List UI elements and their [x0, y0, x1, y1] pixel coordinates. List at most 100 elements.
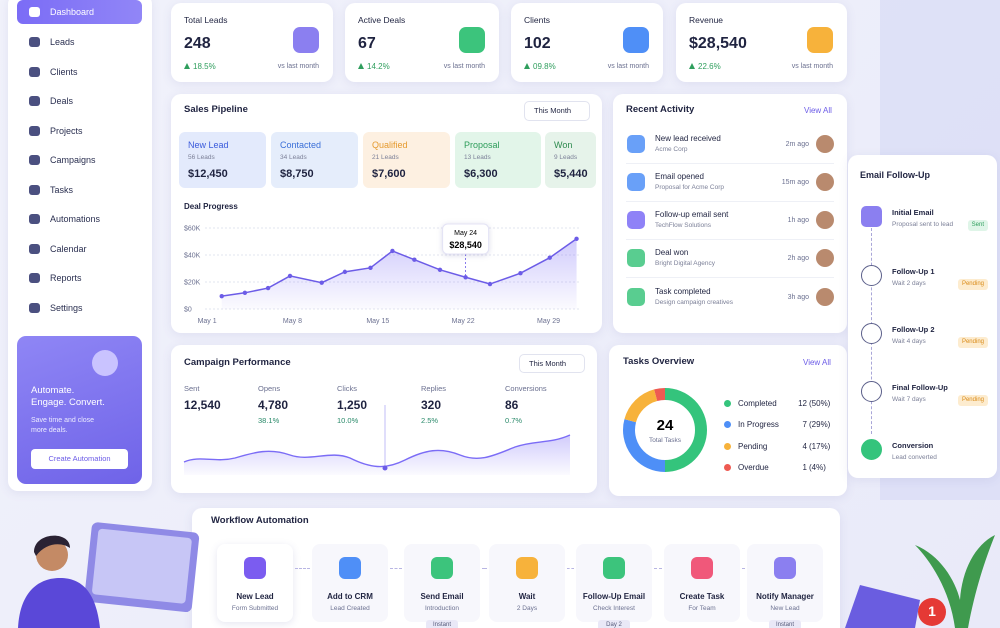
workflow-icon — [691, 557, 713, 579]
nav-item[interactable]: Campaigns — [50, 155, 96, 165]
legend-percent: (29%) — [809, 420, 831, 430]
nav-icon — [29, 7, 40, 17]
nav-item[interactable]: Clients — [50, 67, 78, 77]
nav-icon — [29, 214, 40, 224]
kpi-value: 67 — [358, 35, 376, 52]
activity-icon — [627, 288, 645, 306]
pipeline-stage: Won 9 Leads $5,440 — [545, 132, 596, 188]
nav-icon — [29, 303, 40, 313]
activity-card — [613, 94, 847, 333]
filter-button[interactable]: This Month — [519, 354, 585, 373]
workflow-connector — [295, 568, 310, 569]
metric-rate: 38.1% — [258, 416, 280, 425]
illustration-monitor — [84, 522, 200, 613]
legend-percent: (4%) — [809, 462, 826, 472]
kpi-change: 14.2% — [367, 62, 390, 71]
illustration-hair — [34, 535, 70, 556]
kpi-icon — [459, 27, 485, 53]
nav-item[interactable]: Tasks — [50, 185, 74, 195]
card-title: Email Follow-Up — [860, 170, 931, 180]
step-title: Initial Email — [892, 208, 934, 217]
nav-item[interactable]: Leads — [50, 37, 75, 47]
stage-name: Won — [554, 140, 573, 150]
legend-count: 1 — [802, 462, 807, 472]
nav-icon — [29, 155, 40, 165]
stage-count: 9 Leads — [554, 154, 578, 161]
workflow-title: Follow-Up Email — [582, 592, 646, 601]
kpi-change: 18.5% — [193, 62, 216, 71]
workflow-badge: Instant — [769, 620, 801, 628]
workflow-connector — [482, 568, 487, 569]
kpi-label: Total Leads — [184, 15, 228, 25]
kpi-arrow — [689, 63, 695, 69]
stage-name: New Lead — [188, 140, 229, 150]
metric-label: Sent — [184, 384, 200, 393]
nav-item[interactable]: Reports — [50, 273, 82, 283]
kpi-arrow — [184, 63, 190, 69]
nav-item[interactable]: Calendar — [50, 244, 87, 254]
nav-item[interactable]: Deals — [50, 96, 74, 106]
stage-count: 21 Leads — [372, 154, 399, 161]
avatar — [816, 135, 834, 153]
activity-sub: Proposal for Acme Corp — [655, 184, 725, 191]
card-title: Recent Activity — [626, 104, 695, 115]
metric-value: 1,250 — [337, 398, 368, 412]
step-title: Conversion — [892, 441, 934, 450]
step-icon — [861, 265, 882, 286]
filter-button[interactable]: This Month — [524, 101, 590, 121]
nav-icon — [29, 126, 40, 136]
kpi-note: vs last month — [791, 63, 833, 70]
card-title: Campaign Performance — [184, 357, 291, 368]
divider — [626, 163, 834, 164]
kpi-change: 09.8% — [533, 62, 556, 71]
workflow-sub: Form Submitted — [231, 605, 279, 612]
step-icon — [861, 439, 882, 460]
view-all-link[interactable]: View All — [804, 106, 832, 115]
chart-title: Deal Progress — [184, 202, 238, 211]
pipeline-stage: Proposal 13 Leads $6,300 — [455, 132, 541, 188]
activity-icon — [627, 173, 645, 191]
activity-sub: Bright Digital Agency — [655, 260, 715, 267]
nav-item[interactable]: Dashboard — [50, 7, 95, 17]
metric-label: Conversions — [505, 384, 547, 393]
stage-amount: $12,450 — [188, 168, 228, 180]
activity-time: 2m ago — [785, 141, 809, 148]
promo-button[interactable]: Create Automation — [31, 449, 128, 469]
workflow-sub: New Lead — [770, 605, 800, 612]
nav-item[interactable]: Projects — [50, 126, 83, 136]
stage-count: 56 Leads — [188, 154, 215, 161]
kpi-card: Total Leads 248 18.5% vs last month — [171, 3, 333, 82]
workflow-icon — [603, 557, 625, 579]
legend-name: Completed — [738, 399, 777, 408]
card-title: Workflow Automation — [211, 515, 309, 526]
metric-value: 4,780 — [258, 398, 289, 412]
workflow-title: Notify Manager — [756, 592, 814, 601]
promo-robot — [92, 350, 118, 376]
workflow-sub: For Team — [688, 605, 716, 612]
activity-icon — [627, 135, 645, 153]
workflow-icon — [516, 557, 538, 579]
status-badge: Pending — [957, 395, 988, 406]
step-icon — [861, 206, 882, 227]
stage-name: Qualified — [372, 140, 408, 150]
view-all-link[interactable]: View All — [803, 358, 831, 367]
activity-title: Task completed — [655, 287, 711, 296]
workflow-sub: 2 Days — [516, 605, 538, 612]
workflow-sub: Introduction — [425, 605, 459, 612]
step-sub: Wait 4 days — [892, 338, 926, 345]
kpi-card: Active Deals 67 14.2% vs last month — [345, 3, 499, 82]
stage-amount: $6,300 — [464, 168, 498, 180]
avatar — [816, 173, 834, 191]
kpi-icon — [807, 27, 833, 53]
workflow-title: New Lead — [236, 592, 274, 601]
workflow-title: Create Task — [679, 592, 725, 601]
workflow-connector — [390, 568, 402, 569]
metric-rate: 10.0% — [337, 416, 359, 425]
kpi-value: 102 — [524, 35, 551, 52]
legend-name: In Progress — [738, 420, 779, 430]
legend-dot — [724, 463, 731, 471]
nav-item[interactable]: Automations — [50, 214, 101, 224]
metric-label: Clicks — [337, 384, 357, 393]
nav-item[interactable]: Settings — [50, 303, 83, 313]
stage-name: Proposal — [464, 140, 500, 150]
